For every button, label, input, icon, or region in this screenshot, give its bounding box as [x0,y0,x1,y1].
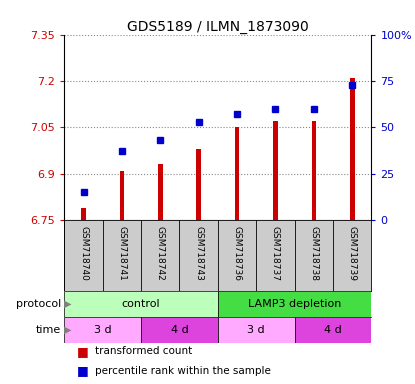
Bar [235,127,239,220]
Text: ■: ■ [77,364,88,377]
Bar [350,78,354,220]
Text: time: time [36,325,61,335]
Text: ▶: ▶ [64,325,72,335]
Text: 4 d: 4 d [324,325,342,335]
Bar [218,291,371,317]
Text: ■: ■ [77,345,88,358]
Bar [295,317,371,343]
Bar [218,317,295,343]
Bar [158,164,163,220]
Text: percentile rank within the sample: percentile rank within the sample [95,366,271,376]
Bar [196,149,201,220]
Text: GSM718743: GSM718743 [194,226,203,281]
Text: ▶: ▶ [64,299,72,309]
Text: GSM718739: GSM718739 [348,226,357,281]
Bar [312,121,316,220]
Bar [120,170,124,220]
Text: 3 d: 3 d [247,325,265,335]
Text: 3 d: 3 d [94,325,112,335]
Title: GDS5189 / ILMN_1873090: GDS5189 / ILMN_1873090 [127,20,309,33]
Bar [64,291,218,317]
Text: protocol: protocol [16,299,61,309]
Text: GSM718740: GSM718740 [79,226,88,281]
Text: transformed count: transformed count [95,346,192,356]
Text: 4 d: 4 d [171,325,188,335]
Bar [64,317,141,343]
Text: LAMP3 depletion: LAMP3 depletion [248,299,341,309]
Bar [273,121,278,220]
Text: GSM718742: GSM718742 [156,226,165,280]
Text: GSM718736: GSM718736 [232,226,242,281]
Text: GSM718741: GSM718741 [117,226,127,281]
Bar [81,208,86,220]
Bar [141,317,218,343]
Text: GSM718737: GSM718737 [271,226,280,281]
Text: GSM718738: GSM718738 [309,226,318,281]
Text: control: control [122,299,161,309]
